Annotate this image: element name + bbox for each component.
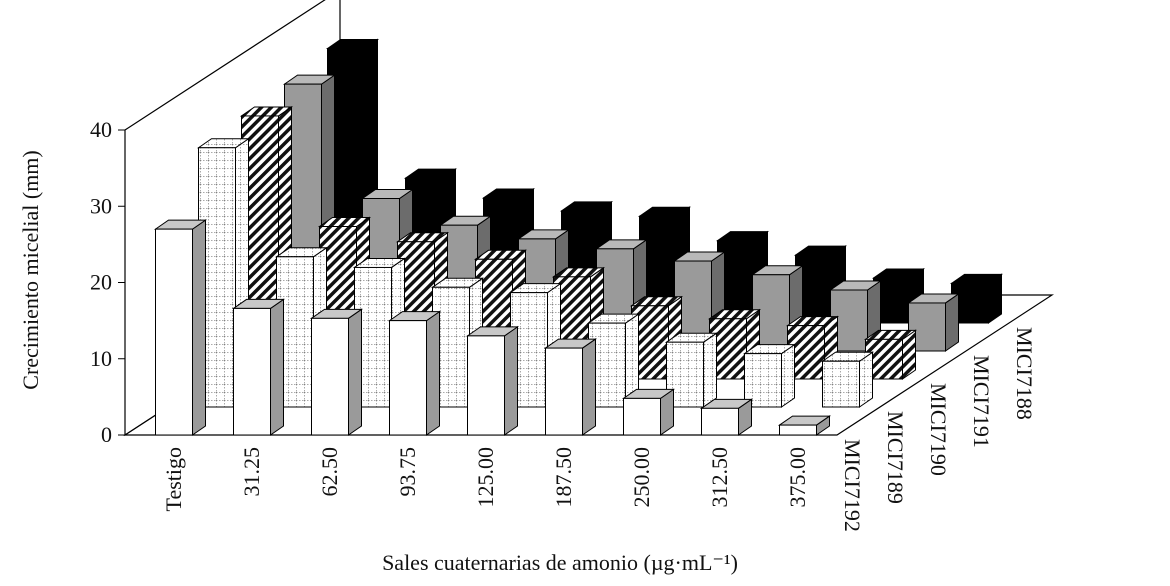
legend-label: MICI7189 (883, 411, 908, 504)
x-tick-label: 312.50 (707, 447, 732, 508)
bar (820, 351, 875, 408)
bar-front (822, 360, 860, 408)
bar (621, 388, 676, 436)
bar-side (348, 308, 362, 436)
x-tick-label: 187.50 (551, 447, 576, 508)
x-tick-label: 125.00 (473, 447, 498, 508)
bar-side (192, 219, 206, 436)
bar-side (582, 338, 596, 436)
bar-side (945, 293, 959, 352)
bar-front (623, 397, 661, 436)
bar-front (233, 307, 271, 436)
legend-label: MICI7191 (969, 355, 994, 448)
legend-label: MICI7192 (840, 439, 865, 532)
x-tick-label: 31.25 (239, 447, 264, 497)
bar (231, 298, 286, 436)
y-axis-title: Crecimiento micelial (mm) (18, 150, 43, 389)
legend-label: MICI7188 (1012, 327, 1037, 420)
x-tick-label: 375.00 (785, 447, 810, 508)
bar-front (908, 302, 946, 352)
x-tick-label: 250.00 (629, 447, 654, 508)
x-axis-title: Sales cuaternarias de amonio (µg·mL⁻¹) (382, 550, 738, 575)
bar-side (703, 332, 717, 408)
x-tick-label: 93.75 (395, 447, 420, 497)
bar (543, 338, 598, 436)
bar-side (270, 298, 284, 436)
bar-front (701, 407, 739, 436)
bar (777, 415, 832, 436)
bar-front (311, 317, 349, 436)
bar (309, 308, 364, 436)
bar-front (779, 424, 817, 436)
x-tick-label: Testigo (161, 447, 186, 511)
y-tick-label: 10 (90, 346, 112, 371)
bar-front (467, 335, 505, 436)
y-tick-label: 0 (101, 422, 112, 447)
bar-front (389, 320, 427, 436)
bar-front (545, 347, 583, 436)
bar-side (504, 325, 518, 436)
bar-front (744, 353, 782, 408)
bar (153, 219, 208, 436)
legend-label: MICI7190 (926, 383, 951, 476)
bar-front (155, 228, 193, 436)
bar (742, 343, 797, 408)
y-tick-label: 20 (90, 270, 112, 295)
bar (906, 293, 961, 352)
x-tick-label: 62.50 (317, 447, 342, 497)
bar (699, 398, 754, 436)
y-tick-label: 40 (90, 117, 112, 142)
bar-side (426, 310, 440, 436)
bar-side (781, 343, 795, 408)
y-tick-label: 30 (90, 193, 112, 218)
bar (465, 325, 520, 436)
bar (387, 310, 442, 436)
